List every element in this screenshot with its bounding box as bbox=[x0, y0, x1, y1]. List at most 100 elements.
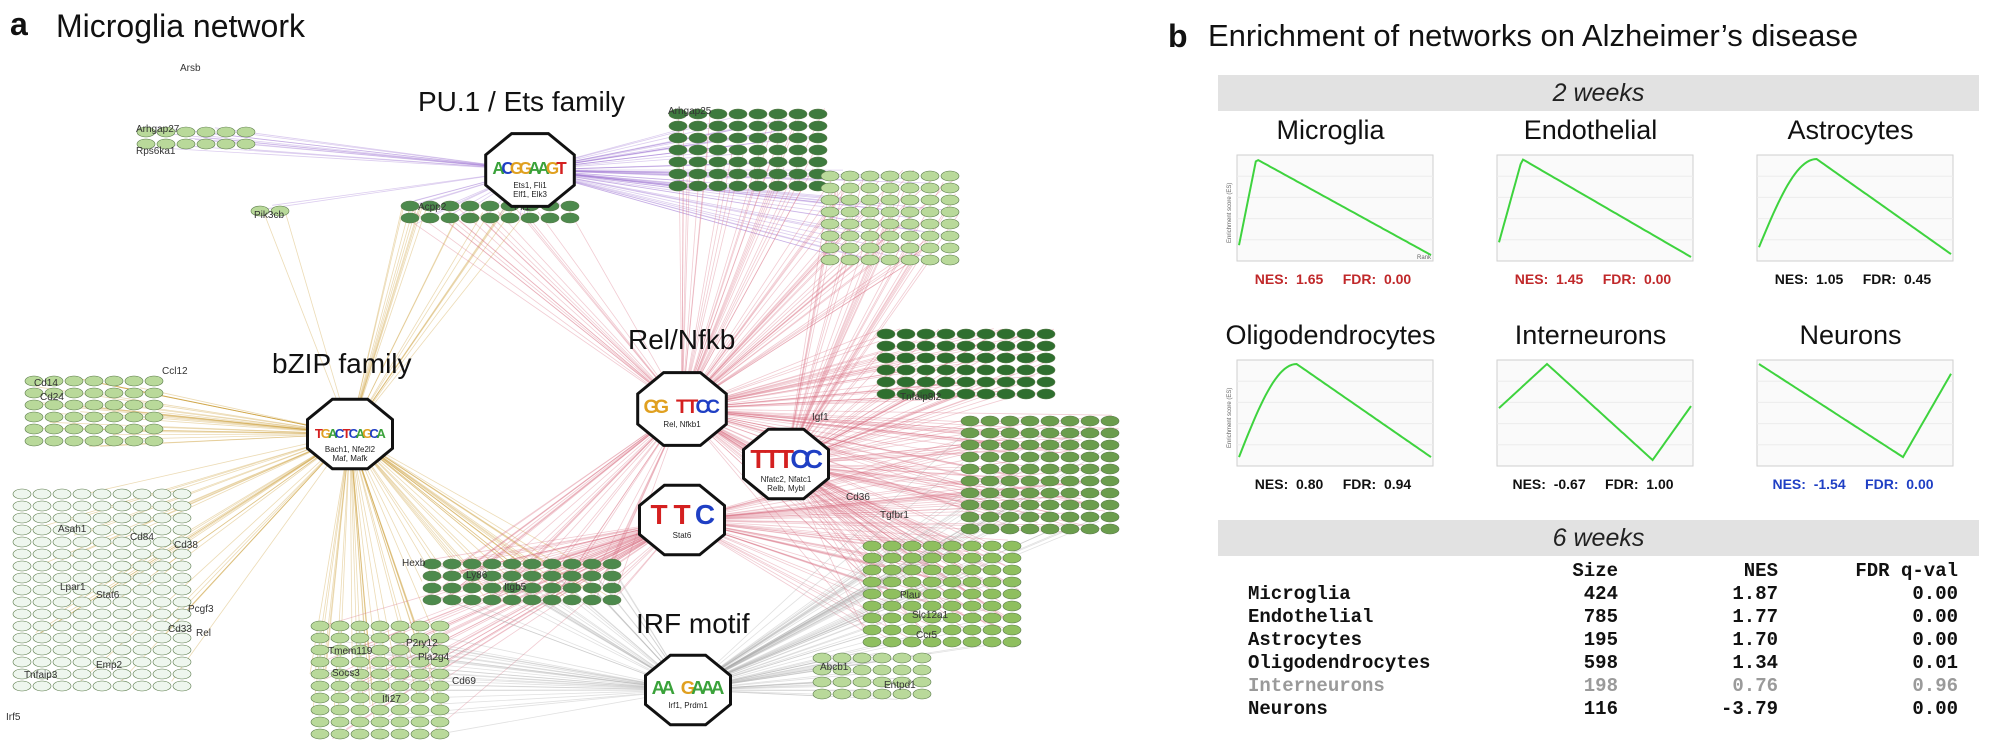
gene-node bbox=[370, 632, 390, 644]
gene-node bbox=[502, 558, 522, 570]
table-cell-nes: 1.34 bbox=[1732, 651, 1778, 674]
network-edge bbox=[687, 502, 1020, 691]
network-edge bbox=[448, 223, 683, 410]
gene-clusters bbox=[12, 108, 1120, 740]
gene-node bbox=[960, 499, 980, 511]
gene-node bbox=[748, 144, 768, 156]
gene-node bbox=[872, 664, 892, 676]
gene-node bbox=[1020, 439, 1040, 451]
network-edge bbox=[349, 433, 420, 704]
gene-node bbox=[942, 564, 962, 576]
gene-node bbox=[1100, 415, 1120, 427]
gene-node bbox=[84, 375, 104, 387]
gene-node bbox=[880, 182, 900, 194]
network-edge bbox=[785, 180, 832, 465]
gene-node bbox=[72, 536, 92, 548]
gene-node bbox=[64, 423, 84, 435]
gene-node bbox=[788, 180, 808, 192]
network-edge bbox=[511, 203, 683, 410]
gene-node bbox=[872, 688, 892, 700]
network-edge bbox=[330, 689, 689, 726]
gene-node bbox=[882, 552, 902, 564]
network-edge bbox=[195, 131, 531, 171]
gene-node bbox=[562, 582, 582, 594]
gene-node bbox=[900, 182, 920, 194]
gene-node bbox=[112, 536, 132, 548]
gene-node bbox=[24, 387, 44, 399]
gene-node bbox=[1002, 636, 1022, 648]
gene-node bbox=[788, 144, 808, 156]
gene-node bbox=[390, 692, 410, 704]
gene-node bbox=[12, 596, 32, 608]
network-edge bbox=[216, 129, 531, 171]
gene-node bbox=[962, 564, 982, 576]
gene-node bbox=[840, 170, 860, 182]
network-edge bbox=[177, 433, 351, 615]
gene-label: Irf5 bbox=[6, 712, 21, 723]
network-edge bbox=[404, 204, 683, 410]
gene-node bbox=[840, 182, 860, 194]
gene-node bbox=[52, 608, 72, 620]
gene-node bbox=[330, 620, 350, 632]
gene-node bbox=[172, 644, 192, 656]
motif-hub bbox=[644, 653, 732, 727]
gene-node bbox=[112, 548, 132, 560]
gene-node bbox=[862, 576, 882, 588]
gene-node bbox=[860, 170, 880, 182]
gene-label: Pik3cb bbox=[254, 210, 284, 221]
gene-node bbox=[748, 132, 768, 144]
gene-node bbox=[104, 375, 124, 387]
gene-node bbox=[980, 499, 1000, 511]
gene-node bbox=[370, 692, 390, 704]
motif-hub bbox=[742, 427, 830, 501]
gene-node bbox=[482, 558, 502, 570]
gene-node bbox=[92, 584, 112, 596]
network-edge bbox=[681, 408, 1015, 623]
gene-node bbox=[132, 512, 152, 524]
network-edge bbox=[681, 148, 709, 410]
gene-label: Tnfaip3 bbox=[24, 670, 58, 681]
gene-node bbox=[32, 668, 52, 680]
gene-node bbox=[460, 212, 480, 224]
network-edge bbox=[407, 689, 689, 715]
gene-node bbox=[820, 254, 840, 266]
x-axis-label: Rank bbox=[1417, 255, 1432, 261]
network-edge bbox=[497, 211, 683, 410]
gene-node bbox=[882, 588, 902, 600]
table-cell-fdr: 0.00 bbox=[1912, 582, 1958, 605]
network-edge bbox=[681, 408, 1019, 560]
network-edge bbox=[529, 169, 868, 260]
gene-node bbox=[310, 716, 330, 728]
table-cell-nes: 1.77 bbox=[1732, 605, 1778, 628]
gene-node bbox=[410, 704, 430, 716]
gene-node bbox=[216, 126, 236, 138]
network-edge bbox=[681, 408, 999, 436]
gene-node bbox=[1040, 427, 1060, 439]
gene-node bbox=[1100, 427, 1120, 439]
gene-node bbox=[1020, 511, 1040, 523]
network-edge bbox=[687, 567, 988, 691]
gene-node bbox=[12, 632, 32, 644]
network-edge bbox=[681, 519, 979, 574]
gene-node bbox=[462, 558, 482, 570]
network-edge bbox=[681, 171, 761, 410]
gene-node bbox=[902, 564, 922, 576]
gene-node bbox=[350, 704, 370, 716]
gene-node bbox=[522, 582, 542, 594]
gene-node bbox=[12, 608, 32, 620]
motif-label-irf: IRF motif bbox=[636, 608, 750, 639]
gene-node bbox=[872, 652, 892, 664]
network-edge bbox=[31, 401, 351, 435]
network-edge bbox=[681, 408, 976, 487]
network-edge bbox=[418, 655, 689, 691]
network-edge bbox=[687, 423, 975, 691]
gene-node bbox=[560, 212, 580, 224]
gene-node bbox=[12, 620, 32, 632]
gene-node bbox=[832, 676, 852, 688]
gene-node bbox=[522, 558, 542, 570]
gene-node bbox=[976, 328, 996, 340]
gene-node bbox=[72, 572, 92, 584]
gene-node bbox=[996, 388, 1016, 400]
gene-node bbox=[112, 632, 132, 644]
y-axis-label: Enrichment score (ES) bbox=[1227, 183, 1233, 243]
